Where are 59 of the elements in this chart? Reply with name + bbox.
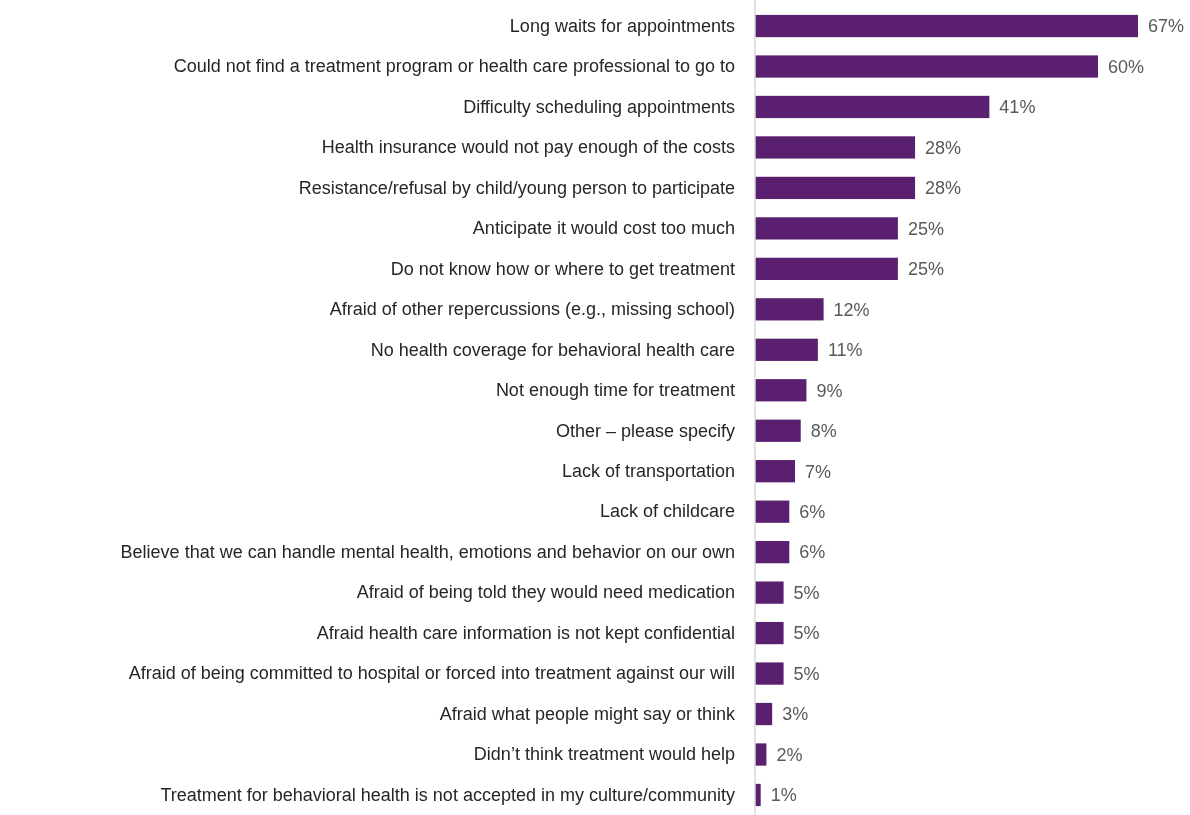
y-tick-label: Treatment for behavioral health is not accepted in my culture/community — [160, 784, 735, 805]
bar — [755, 338, 818, 361]
bar — [755, 541, 790, 564]
bar — [755, 662, 784, 685]
data-label: 6% — [799, 542, 826, 563]
data-label: 6% — [799, 501, 826, 522]
data-label: 67% — [1148, 16, 1185, 37]
bar — [755, 298, 824, 321]
bar — [755, 95, 990, 119]
data-label: 11% — [827, 340, 863, 361]
y-tick-label: Health insurance would not pay enough of the costs — [321, 137, 735, 158]
y-tick-label: Afraid of being committed to hospital or forced into treatment against our will — [128, 663, 735, 684]
bar — [755, 136, 916, 159]
bar — [755, 176, 916, 200]
bar — [755, 702, 773, 726]
data-label: 5% — [793, 623, 820, 644]
y-tick-label: Could not find a treatment program or health care professional to go to — [173, 56, 735, 77]
y-tick-label: Afraid of other repercussions (e.g., missing school) — [329, 299, 735, 320]
data-label: 2% — [776, 744, 803, 765]
y-tick-label: Resistance/refusal by child/young person to participate — [298, 177, 735, 198]
bar — [755, 621, 784, 645]
bar — [755, 419, 801, 442]
data-label: 3% — [782, 704, 809, 725]
bar — [755, 500, 790, 523]
data-label: 41% — [999, 97, 1036, 118]
y-tick-label: Lack of transportation — [561, 460, 735, 481]
data-label: 25% — [907, 218, 944, 239]
data-label: 12% — [833, 299, 870, 320]
bar — [755, 379, 807, 402]
y-tick-label: No health coverage for behavioral health care — [370, 339, 735, 360]
data-label: 5% — [793, 663, 820, 684]
y-tick-label: Believe that we can handle mental health, emotions and behavior on our own — [120, 541, 735, 562]
bar — [755, 743, 767, 766]
y-tick-label: Lack of childcare — [599, 501, 735, 522]
bar — [755, 581, 784, 604]
y-tick-label: Afraid health care information is not kept confidential — [316, 622, 735, 643]
bar — [755, 217, 898, 240]
data-label: 25% — [907, 259, 944, 280]
data-label: 1% — [770, 785, 797, 806]
bar — [755, 257, 898, 280]
data-label: 5% — [793, 582, 820, 603]
data-label: 9% — [816, 380, 843, 401]
bar — [755, 14, 1138, 38]
y-tick-label: Long waits for appointments — [509, 15, 735, 36]
y-tick-label: Do not know how or where to get treatment — [390, 258, 735, 279]
y-tick-label: Didn’t think treatment would help — [473, 744, 735, 765]
bar — [755, 55, 1098, 78]
y-tick-label: Anticipate it would cost too much — [472, 218, 735, 239]
data-label: 60% — [1107, 56, 1145, 77]
y-tick-label: Difficulty scheduling appointments — [463, 96, 735, 117]
data-label: 28% — [925, 178, 962, 199]
data-label: 8% — [810, 421, 837, 442]
data-label: 7% — [805, 461, 832, 482]
y-tick-label: Afraid of being told they would need medication — [356, 582, 735, 603]
y-tick-label: Other – please specify — [555, 420, 735, 441]
y-tick-label: Afraid what people might say or think — [439, 703, 736, 724]
bar — [755, 460, 796, 483]
y-tick-label: Not enough time for treatment — [495, 380, 735, 401]
data-label: 28% — [925, 137, 962, 158]
